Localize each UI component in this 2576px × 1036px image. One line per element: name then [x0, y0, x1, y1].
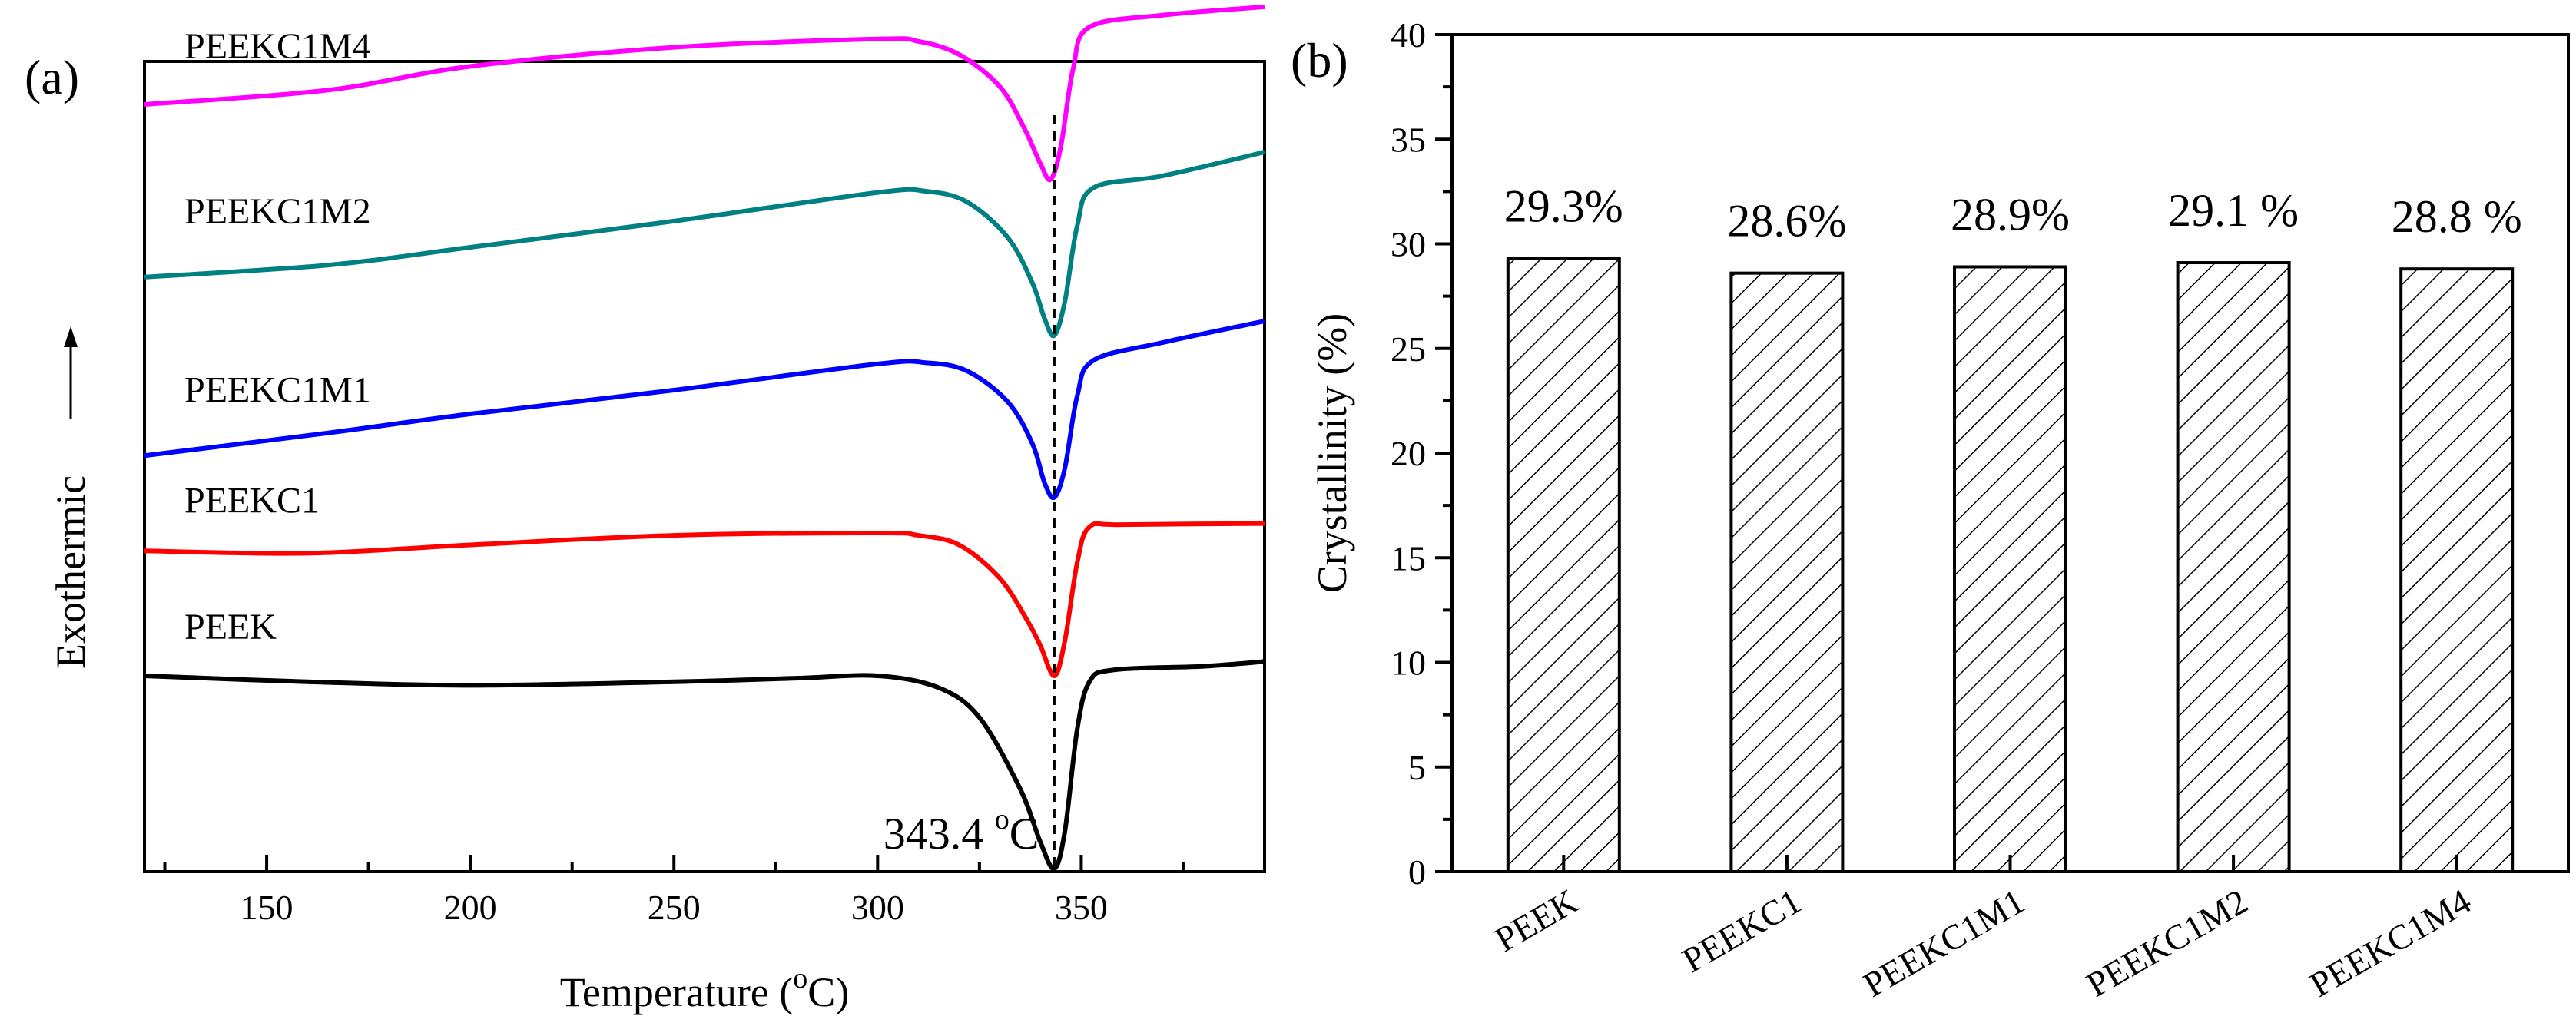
curve-label-peekc1m2: PEEKC1M2 — [184, 191, 371, 232]
x-tick-label: 150 — [240, 888, 293, 927]
curve-label-peekc1m1: PEEKC1M1 — [184, 369, 371, 410]
curve-label-peek: PEEK — [184, 607, 277, 647]
y-tick-label: 0 — [1408, 852, 1426, 892]
panel-b-data-labels: 29.3% 28.6% 28.9% 29.1 % 28.8 % — [1504, 181, 2522, 247]
data-label-peekc1: 28.6% — [1727, 196, 1846, 247]
curve-peek — [144, 659, 1265, 872]
y-tick-label: 25 — [1391, 329, 1426, 369]
panel-a-x-tick-labels: 150 200 250 300 350 — [240, 888, 1108, 927]
data-label-peekc1m1: 28.9% — [1951, 189, 2070, 240]
x-tick-label: 200 — [444, 888, 497, 927]
panel-b-label: (b) — [1291, 33, 1348, 88]
bar-peekc1m1 — [1953, 265, 2067, 874]
y-tick-label: 10 — [1391, 644, 1426, 683]
x-tick-label: 250 — [648, 888, 701, 927]
panel-b-y-axis-title: Crystallinity (%) — [1309, 313, 1355, 593]
data-label-peekc1m4: 28.8 % — [2392, 191, 2522, 242]
y-tick-label: 30 — [1391, 225, 1426, 264]
bar-peekc1 — [1729, 271, 1845, 873]
panel-b-category-labels: PEEK PEEKC1 PEEKC1M1 PEEKC1M2 PEEKC1M4 — [1488, 881, 2477, 1004]
peak-temperature-label: 343.4 oC — [884, 803, 1039, 859]
panel-b-x-ticks — [1562, 855, 2458, 872]
curve-peekc1m1 — [144, 319, 1265, 501]
panel-a-plot-frame — [143, 60, 1266, 873]
curve-label-peekc1: PEEKC1 — [184, 480, 320, 521]
y-tick-label: 40 — [1391, 15, 1426, 55]
panel-a-dsc-chart: (a) 150 200 250 300 350 PEEKPEEKC1PEEKC1M1PE… — [25, 4, 1266, 1015]
panel-b-y-tick-labels: 0 5 10 15 20 25 30 35 40 — [1391, 15, 1426, 892]
data-label-peek: 29.3% — [1504, 181, 1623, 232]
category-label-peekc1: PEEKC1 — [1676, 881, 1808, 980]
panel-b-y-ticks — [1435, 33, 1452, 873]
curve-peekc1 — [144, 521, 1265, 678]
bar-peek — [1506, 257, 1621, 873]
x-tick-label: 350 — [1055, 888, 1108, 927]
panel-b-crystallinity-chart: (b) 0 5 10 15 20 25 30 35 40 29.3% 28.6% 28.9% 29.1… — [1291, 15, 2570, 1005]
category-label-peekc1m4: PEEKC1M4 — [2303, 881, 2478, 1004]
panel-a-label: (a) — [25, 50, 79, 104]
panel-a-curves: PEEK PEEKC1 PEEKC1M1 PEEKC1M2 PEEKC1M4 — [144, 4, 1265, 872]
category-label-peek: PEEK — [1488, 881, 1584, 959]
exothermic-arrow-head-icon — [64, 326, 78, 347]
y-tick-label: 35 — [1391, 120, 1426, 159]
y-tick-label: 20 — [1391, 434, 1426, 473]
data-label-peekc1m2: 29.1 % — [2168, 185, 2299, 236]
panel-a-x-ticks — [163, 855, 1185, 872]
panel-a-x-axis-title: Temperature (oC) — [560, 962, 850, 1015]
panel-b-bars — [1506, 257, 2515, 874]
y-tick-label: 5 — [1408, 748, 1426, 787]
curve-peekc1m2 — [144, 150, 1265, 339]
bar-peekc1m4 — [2399, 267, 2515, 873]
curve-peekc1m4 — [144, 4, 1265, 183]
category-label-peekc1m1: PEEKC1M1 — [1857, 881, 2031, 1004]
bar-peekc1m2 — [2176, 261, 2291, 873]
x-tick-label: 300 — [851, 888, 904, 927]
panel-a-y-axis-title: Exothermic — [48, 475, 94, 669]
y-tick-label: 15 — [1391, 538, 1426, 578]
category-label-peekc1m2: PEEKC1M2 — [2080, 881, 2254, 1004]
curve-label-peekc1m4: PEEKC1M4 — [184, 26, 371, 67]
